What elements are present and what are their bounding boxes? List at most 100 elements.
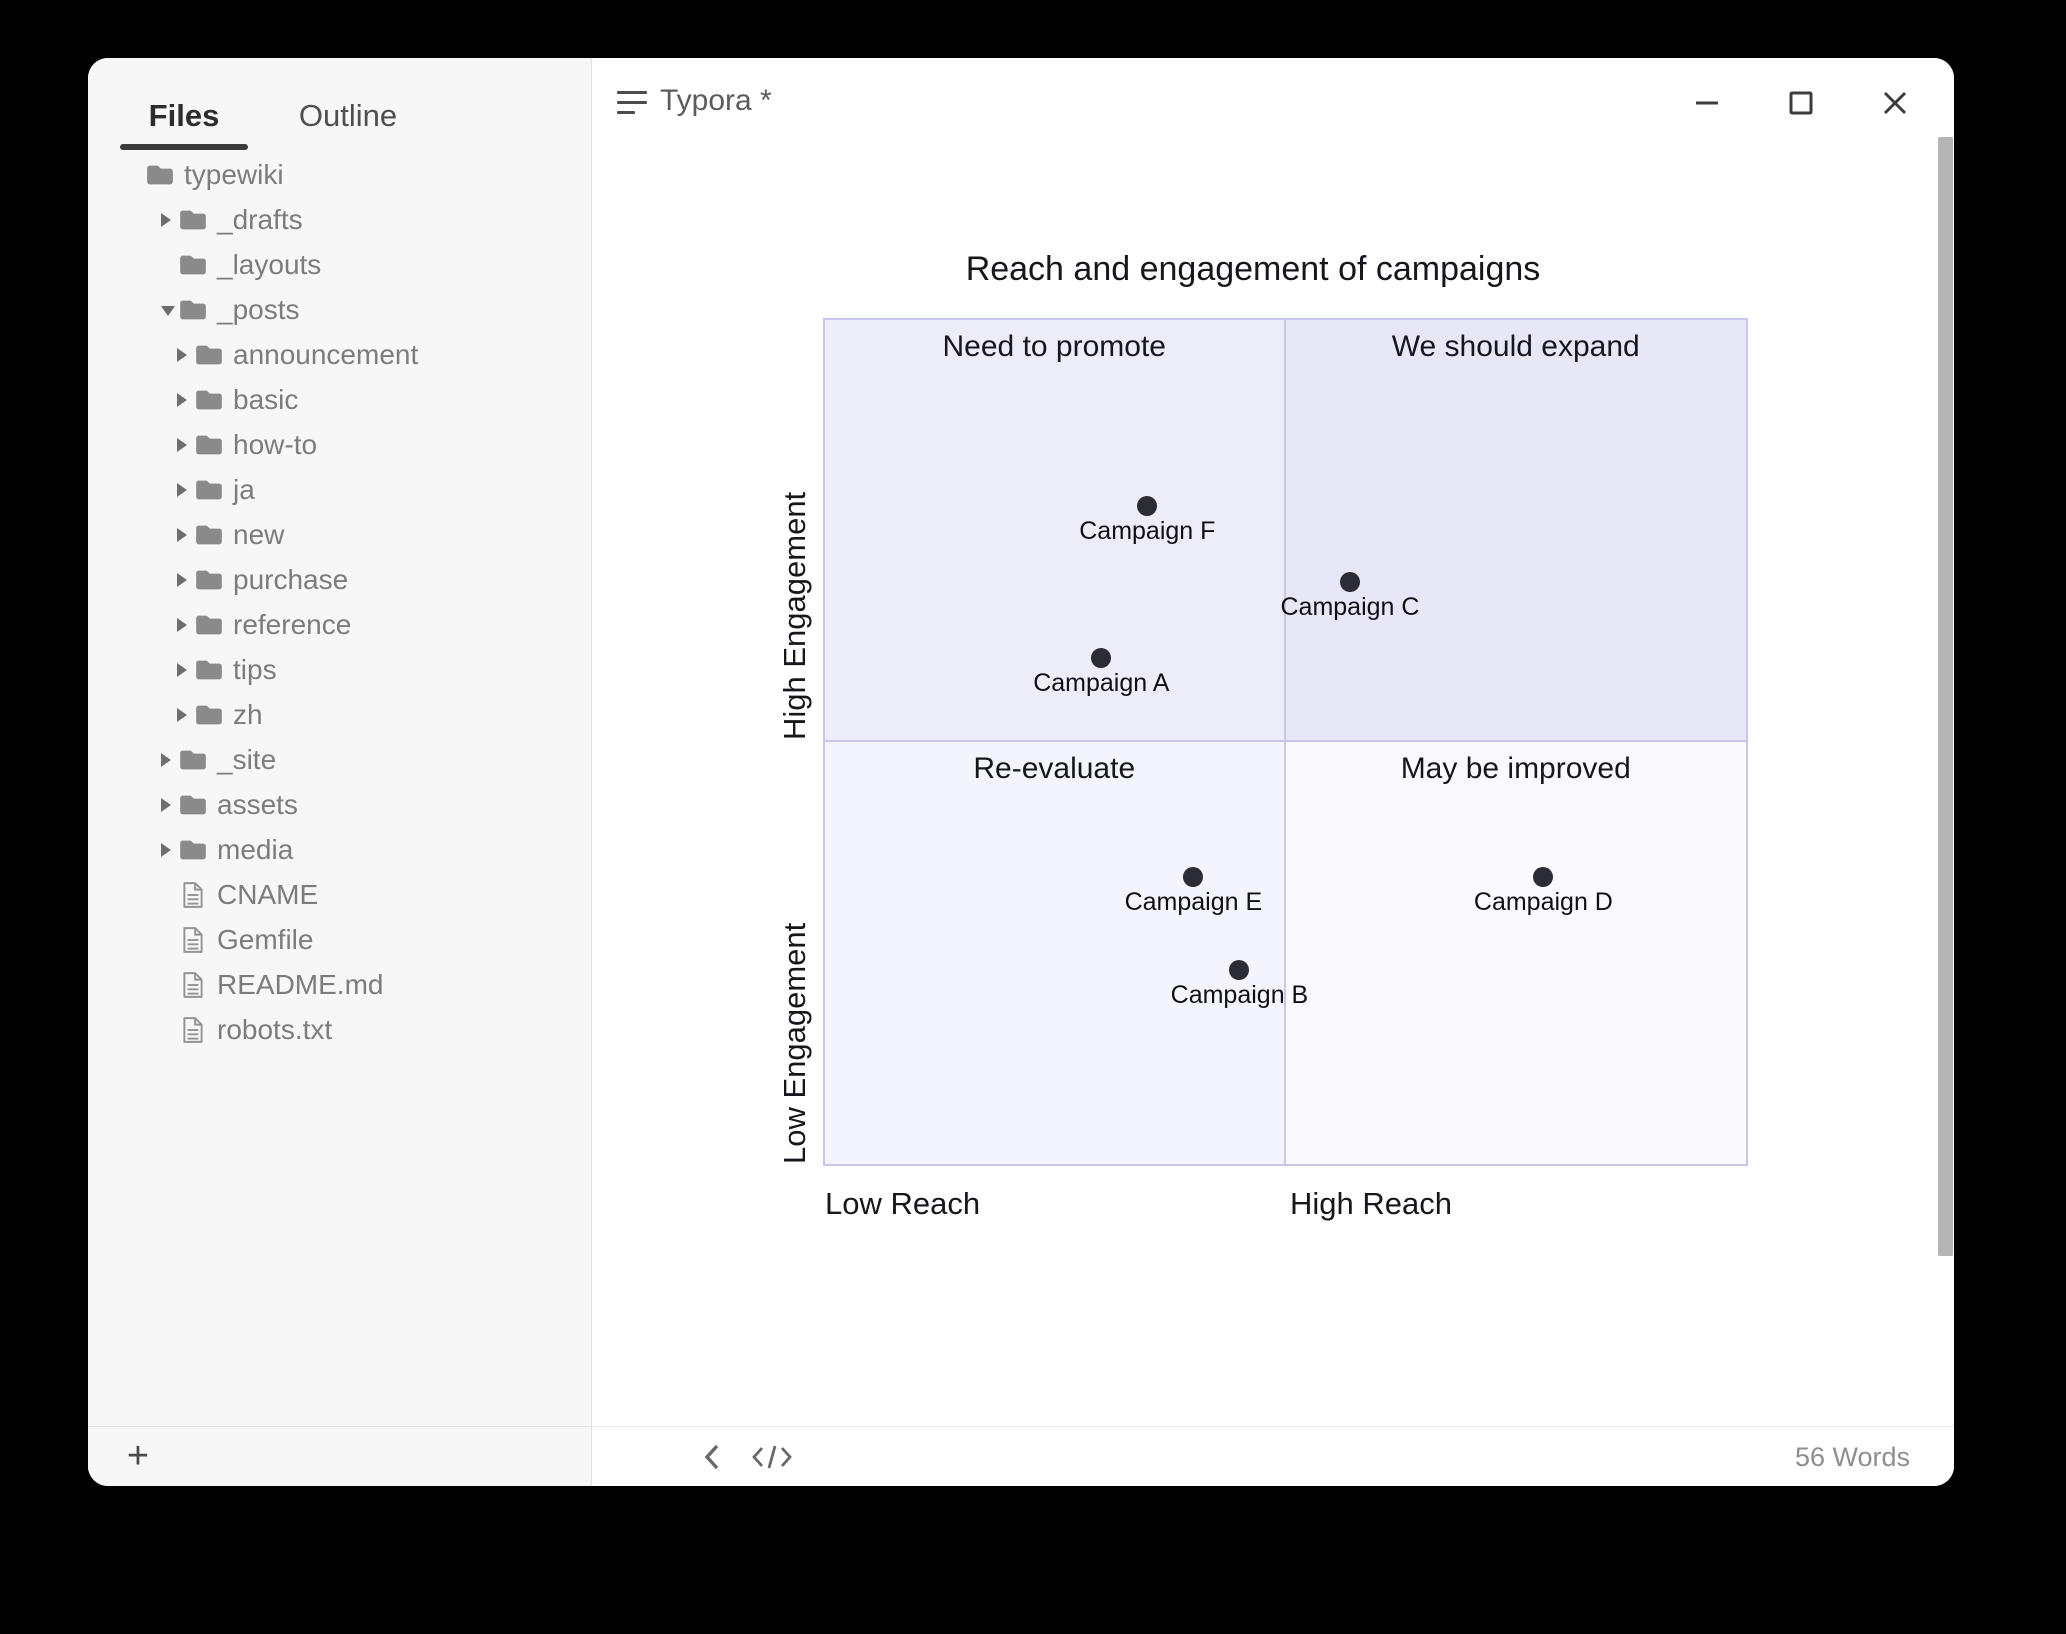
data-point-dot [1091, 647, 1112, 668]
minimize-button[interactable] [1690, 86, 1724, 120]
tree-item[interactable]: zh [88, 692, 591, 737]
disclosure-arrow-icon[interactable] [161, 211, 178, 228]
y-axis-label-top: High Engagement [777, 491, 812, 740]
quadrant-label: Re-evaluate [973, 752, 1136, 785]
sidebar-tabs: Files Outline [88, 98, 591, 176]
tree-item-label: Gemfile [217, 923, 314, 955]
tree-item[interactable]: purchase [88, 557, 591, 602]
tree-item-label: how-to [233, 428, 318, 460]
folder-icon [178, 745, 208, 775]
folder-icon [194, 565, 224, 595]
data-point-dot [1137, 495, 1158, 516]
data-point-dot [1533, 867, 1554, 888]
x-axis-label-right: High Reach [1290, 1186, 1452, 1221]
disclosure-arrow-icon[interactable] [177, 391, 194, 408]
data-point-dot [1339, 571, 1360, 592]
tree-item-label: README.md [217, 968, 384, 1000]
tree-item-label: _layouts [217, 248, 322, 280]
file-tree: typewiki _drafts _layouts _posts announc… [88, 152, 591, 1424]
folder-icon [194, 385, 224, 415]
active-tab-underline [120, 144, 248, 150]
quadrant-label: May be improved [1400, 752, 1631, 785]
tree-item[interactable]: ja [88, 467, 591, 512]
disclosure-arrow-icon[interactable] [177, 661, 194, 678]
folder-icon [194, 430, 224, 460]
tree-item-label: basic [233, 383, 299, 415]
tree-item-label: _posts [217, 293, 300, 325]
tree-item[interactable]: tips [88, 647, 591, 692]
tab-files[interactable]: Files [148, 98, 220, 133]
disclosure-arrow-icon[interactable] [161, 841, 178, 858]
tree-item[interactable]: announcement [88, 332, 591, 377]
folder-icon [194, 655, 224, 685]
typora-window: Files Outline typewiki _drafts _layouts … [88, 58, 1954, 1486]
folder-icon [194, 475, 224, 505]
disclosure-arrow-icon[interactable] [161, 751, 178, 768]
disclosure-arrow-icon[interactable] [161, 796, 178, 813]
menu-icon[interactable] [617, 91, 647, 115]
disclosure-arrow-icon[interactable] [177, 571, 194, 588]
maximize-button[interactable] [1784, 86, 1818, 120]
tree-item[interactable]: README.md [88, 962, 591, 1007]
tree-item[interactable]: _site [88, 737, 591, 782]
x-axis-label-left: Low Reach [825, 1186, 981, 1221]
disclosure-arrow-icon[interactable] [161, 256, 178, 273]
folder-icon [178, 295, 208, 325]
tree-item-label: typewiki [184, 158, 284, 190]
disclosure-arrow-icon[interactable] [161, 1021, 178, 1038]
tree-item[interactable]: basic [88, 377, 591, 422]
tree-item-label: purchase [233, 563, 349, 595]
tree-item[interactable]: how-to [88, 422, 591, 467]
tree-item-label: reference [233, 608, 352, 640]
tree-item[interactable]: _posts [88, 287, 591, 332]
data-point-label: Campaign E [1124, 888, 1263, 917]
data-point-label: Campaign A [1033, 668, 1170, 697]
tree-item[interactable]: CNAME [88, 872, 591, 917]
tree-item-label: assets [217, 788, 298, 820]
tree-item[interactable]: assets [88, 782, 591, 827]
tab-outline[interactable]: Outline [298, 98, 398, 133]
tree-item[interactable]: media [88, 827, 591, 872]
close-button[interactable] [1878, 86, 1912, 120]
chevron-left-icon[interactable] [698, 1441, 732, 1473]
file-icon [178, 880, 208, 910]
tree-item[interactable]: reference [88, 602, 591, 647]
folder-icon [194, 520, 224, 550]
disclosure-arrow-icon[interactable] [161, 931, 178, 948]
vertical-scrollbar[interactable] [1938, 137, 1953, 1256]
disclosure-arrow-icon[interactable] [177, 346, 194, 363]
disclosure-arrow-icon[interactable] [177, 481, 194, 498]
disclosure-arrow-icon[interactable] [161, 301, 178, 318]
file-icon [178, 970, 208, 1000]
disclosure-arrow-icon[interactable] [177, 526, 194, 543]
disclosure-arrow-icon[interactable] [161, 976, 178, 993]
tree-item[interactable]: robots.txt [88, 1007, 591, 1052]
sidebar: Files Outline typewiki _drafts _layouts … [88, 58, 592, 1486]
window-title: Typora * [660, 84, 772, 117]
tree-item-label: media [217, 833, 294, 865]
quadrant-bottom-right: May be improved [1285, 742, 1746, 1164]
tree-item-label: announcement [233, 338, 419, 370]
disclosure-arrow-icon[interactable] [177, 706, 194, 723]
tree-item[interactable]: _layouts [88, 242, 591, 287]
source-code-icon[interactable] [751, 1441, 792, 1473]
folder-icon [194, 340, 224, 370]
folder-icon [178, 790, 208, 820]
folder-icon [194, 700, 224, 730]
tree-item[interactable]: typewiki [88, 152, 591, 197]
disclosure-arrow-icon[interactable] [177, 616, 194, 633]
folder-icon [178, 835, 208, 865]
disclosure-arrow-icon[interactable] [177, 436, 194, 453]
chart-title: Reach and engagement of campaigns [965, 250, 1541, 288]
y-axis-label-bottom: Low Engagement [777, 922, 812, 1164]
quadrant-label: We should expand [1391, 330, 1640, 363]
tree-item[interactable]: new [88, 512, 591, 557]
quadrant-top-right: We should expand [1285, 320, 1746, 742]
tree-item[interactable]: Gemfile [88, 917, 591, 962]
add-file-button[interactable]: + [126, 1435, 150, 1477]
disclosure-arrow-icon[interactable] [161, 886, 178, 903]
data-point-dot [1229, 959, 1250, 980]
tree-item[interactable]: _drafts [88, 197, 591, 242]
folder-icon [194, 610, 224, 640]
editor-area: Typora * Reach and engagement of campaig… [593, 58, 1954, 1486]
